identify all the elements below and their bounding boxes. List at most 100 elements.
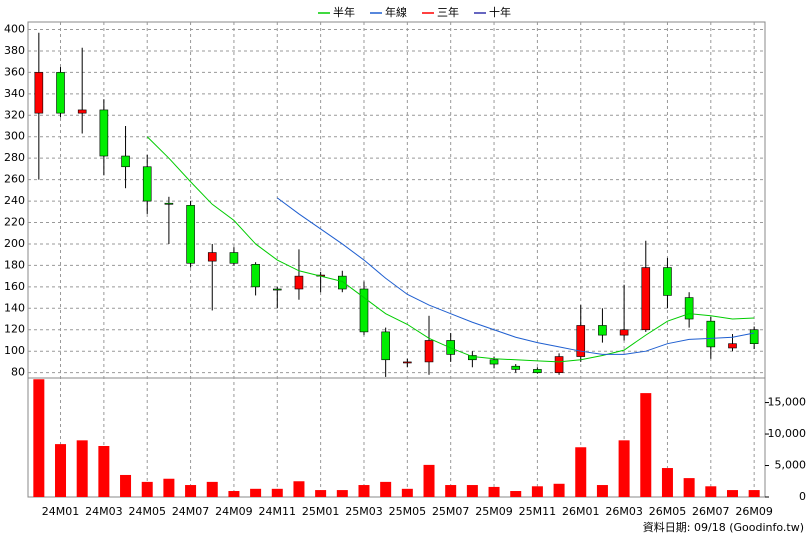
candle-body bbox=[663, 267, 672, 296]
volume-bar bbox=[380, 481, 392, 497]
volume-bar bbox=[336, 490, 348, 497]
volume-bar bbox=[120, 474, 132, 497]
candle-body bbox=[77, 109, 87, 114]
y-tick-label: 400 bbox=[4, 23, 25, 36]
candle-body bbox=[511, 365, 521, 370]
candle-body bbox=[489, 359, 499, 365]
volume-bar bbox=[163, 478, 175, 497]
candle-body bbox=[749, 329, 759, 344]
volume-bar bbox=[271, 488, 283, 497]
y-tick-label: 160 bbox=[4, 280, 25, 293]
y-tick-label: 320 bbox=[4, 108, 25, 121]
candle-body bbox=[381, 331, 390, 361]
x-tick-label: 24M11 bbox=[259, 505, 297, 518]
candle-body bbox=[533, 369, 542, 373]
volume-bar bbox=[358, 485, 370, 497]
candle-body bbox=[684, 297, 694, 320]
volume-bar bbox=[445, 485, 457, 497]
volume-bar bbox=[531, 486, 543, 497]
candle-body bbox=[186, 205, 195, 264]
y2-tick-label: 5,000 bbox=[775, 459, 807, 472]
x-tick-label: 24M09 bbox=[215, 505, 253, 518]
x-tick-label: 24M03 bbox=[85, 505, 123, 518]
x-tick-label: 26M05 bbox=[649, 505, 687, 518]
y-tick-label: 360 bbox=[4, 65, 25, 78]
volume-bar bbox=[618, 440, 630, 497]
candle-body bbox=[576, 325, 586, 357]
x-tick-label: 24M07 bbox=[172, 505, 210, 518]
volume-bar bbox=[401, 488, 413, 497]
candle-body bbox=[359, 288, 369, 333]
candle-body bbox=[468, 355, 477, 361]
volume-bar bbox=[250, 488, 262, 497]
legend-label: 十年 bbox=[489, 5, 511, 19]
volume-bar bbox=[575, 447, 587, 497]
candle-body bbox=[207, 252, 217, 262]
y-tick-label: 80 bbox=[11, 366, 25, 379]
candle-body bbox=[424, 340, 434, 363]
volume-bar bbox=[228, 491, 240, 497]
candle-body bbox=[619, 329, 629, 336]
legend-label: 半年 bbox=[333, 5, 355, 19]
volume-bar bbox=[640, 393, 652, 497]
y-tick-label: 380 bbox=[4, 44, 25, 57]
volume-bar bbox=[76, 440, 88, 497]
volume-bar bbox=[185, 485, 197, 497]
candle-body bbox=[294, 275, 304, 290]
volume-bar bbox=[98, 446, 110, 497]
y-tick-label: 120 bbox=[4, 323, 25, 336]
x-tick-label: 26M03 bbox=[605, 505, 643, 518]
source-note: 資料日期: 09/18 (Goodinfo.tw) bbox=[643, 520, 804, 534]
x-tick-label: 25M05 bbox=[389, 505, 427, 518]
candle-body bbox=[272, 288, 282, 291]
candle-body bbox=[706, 320, 716, 348]
x-tick-label: 26M07 bbox=[692, 505, 730, 518]
legend-label: 年線 bbox=[385, 5, 407, 19]
candle-body bbox=[34, 72, 44, 114]
y-tick-label: 300 bbox=[4, 130, 25, 143]
volume-bar bbox=[293, 481, 305, 497]
candle-body bbox=[338, 275, 347, 290]
x-tick-label: 25M01 bbox=[302, 505, 340, 518]
candle-body bbox=[403, 361, 412, 364]
volume-bar bbox=[141, 481, 153, 497]
x-tick-label: 26M09 bbox=[735, 505, 773, 518]
y2-tick-label: 10,000 bbox=[768, 427, 807, 440]
y-tick-label: 280 bbox=[4, 151, 25, 164]
volume-bar bbox=[705, 486, 717, 497]
volume-bar bbox=[466, 485, 478, 497]
volume-bar bbox=[596, 485, 608, 497]
y-tick-label: 180 bbox=[4, 258, 25, 271]
candle-body bbox=[121, 155, 130, 168]
volume-bar bbox=[661, 468, 673, 497]
volume-bar bbox=[315, 490, 327, 497]
volume-bar bbox=[55, 444, 67, 497]
candle-body bbox=[598, 325, 607, 336]
y2-tick-label: 0 bbox=[799, 490, 806, 503]
legend-label: 三年 bbox=[437, 5, 459, 19]
y2-tick-label: 15,000 bbox=[768, 396, 807, 409]
x-tick-label: 24M05 bbox=[128, 505, 166, 518]
y-tick-label: 240 bbox=[4, 194, 25, 207]
volume-bar bbox=[553, 483, 565, 497]
volume-bar bbox=[488, 486, 500, 497]
candle-body bbox=[251, 264, 260, 288]
x-tick-label: 24M01 bbox=[42, 505, 80, 518]
y-tick-label: 200 bbox=[4, 237, 25, 250]
candle-body bbox=[142, 166, 152, 202]
ma-line bbox=[146, 136, 755, 363]
candle-body bbox=[641, 267, 651, 331]
candle-body bbox=[229, 252, 239, 264]
ma-line bbox=[276, 197, 755, 355]
candle-body bbox=[56, 72, 65, 114]
volume-bar bbox=[510, 491, 522, 497]
volume-bar bbox=[423, 464, 435, 497]
candle-body bbox=[728, 343, 737, 349]
volume-bar bbox=[726, 490, 738, 497]
y-tick-label: 340 bbox=[4, 87, 25, 100]
x-tick-label: 25M11 bbox=[519, 505, 557, 518]
y-tick-label: 220 bbox=[4, 216, 25, 229]
volume-bar bbox=[748, 490, 760, 497]
x-tick-label: 25M03 bbox=[345, 505, 383, 518]
